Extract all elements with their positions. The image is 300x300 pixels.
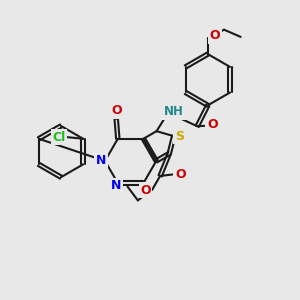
Text: O: O [111,104,122,117]
Text: Cl: Cl [52,131,65,144]
Text: NH: NH [164,105,184,118]
Text: O: O [175,168,186,181]
Text: O: O [140,184,151,196]
Text: N: N [96,154,106,167]
Text: N: N [111,179,122,192]
Text: O: O [207,118,217,131]
Text: O: O [209,29,220,42]
Text: S: S [175,130,184,142]
